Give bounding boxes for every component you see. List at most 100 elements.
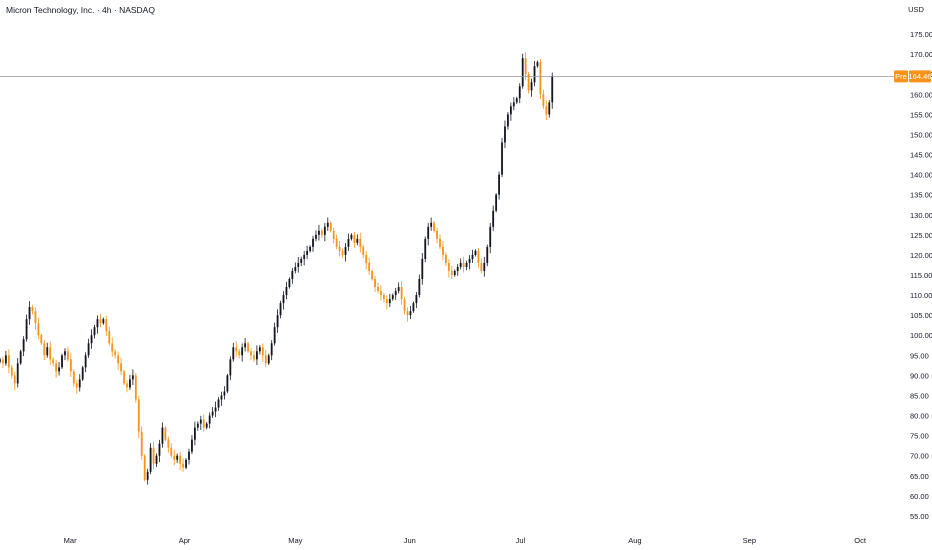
candle-body [512, 102, 515, 107]
candle-body [69, 359, 72, 372]
candle-body [120, 363, 122, 372]
candle-body [72, 371, 75, 384]
candle-body [477, 250, 480, 263]
candle-body [539, 62, 542, 95]
candle-body [93, 327, 96, 336]
candle-body [34, 311, 37, 324]
candle-body [362, 246, 365, 255]
candle-body [338, 246, 341, 251]
y-tick-label: 130.00 [910, 211, 932, 220]
candle-body [84, 355, 87, 368]
candle-body [220, 395, 223, 400]
candle-body [16, 363, 19, 384]
candle-body [244, 343, 247, 348]
candle-body [297, 262, 300, 267]
candle-body [427, 226, 430, 239]
candle-body [415, 295, 418, 304]
candle-body [439, 238, 441, 247]
candle-body [518, 86, 521, 99]
candle-body [134, 375, 137, 400]
x-axis: Mar Apr May Jun Jul Aug Sep Oct [64, 536, 867, 545]
candle-body [391, 295, 394, 300]
candle-body [418, 279, 421, 296]
candle-body [55, 363, 58, 372]
y-tick-label: 145.00 [910, 151, 932, 160]
candle-body [78, 379, 81, 388]
candle-body [149, 447, 152, 472]
candle-body [191, 439, 193, 452]
candle-body [146, 471, 149, 480]
candle-body [291, 270, 294, 280]
candle-body [158, 443, 161, 456]
candle-body [49, 347, 52, 360]
candle-body [300, 258, 303, 263]
candle-body [397, 287, 400, 292]
candle-body [359, 238, 362, 247]
candle-body [22, 339, 25, 352]
candle-body [412, 303, 415, 312]
candle-body [58, 367, 60, 372]
candle-body [533, 66, 536, 83]
y-tick-label: 65.00 [910, 472, 929, 481]
y-tick-label: 80.00 [910, 412, 929, 421]
candle-body [403, 299, 406, 312]
x-tick-label: May [288, 536, 302, 545]
currency-label[interactable]: USD [906, 3, 926, 17]
candle-body [542, 94, 545, 107]
candle-body [468, 258, 471, 263]
candle-body [167, 439, 170, 448]
y-tick-label: 75.00 [910, 432, 929, 441]
candle-body [385, 299, 388, 304]
candle-body [456, 266, 459, 271]
candle-body [509, 106, 512, 115]
candle-body [199, 419, 202, 424]
candle-body [282, 295, 285, 304]
candle-body [105, 319, 108, 332]
candle-body [306, 250, 309, 255]
candle-body [347, 238, 350, 247]
candle-body [498, 174, 500, 195]
candle-body [350, 234, 353, 239]
candle-body [43, 343, 46, 356]
candle-body [202, 419, 205, 428]
candle-body [341, 250, 344, 255]
candle-body [164, 427, 167, 440]
candle-body [527, 74, 530, 91]
x-tick-label: Sep [743, 536, 756, 545]
candle-body [126, 383, 128, 388]
x-tick-label: Jul [516, 536, 526, 545]
candle-body [40, 335, 43, 344]
candle-body [279, 303, 282, 316]
candle-body [7, 355, 10, 368]
y-tick-label: 120.00 [910, 251, 932, 260]
y-tick-label: 95.00 [910, 351, 929, 360]
candle-body [235, 347, 238, 352]
candle-body [344, 246, 347, 255]
candle-body [382, 295, 385, 300]
y-tick-label: 160.00 [910, 90, 932, 99]
candle-body [483, 262, 486, 271]
candles-layer [0, 52, 554, 485]
candle-body [315, 234, 317, 239]
candle-body [388, 299, 391, 304]
candle-body [129, 379, 131, 388]
candle-body [152, 447, 155, 464]
y-tick-label: 55.00 [910, 512, 929, 521]
candle-body [241, 347, 244, 356]
candle-body [19, 351, 22, 364]
candle-body [196, 423, 199, 428]
candle-body [436, 230, 438, 239]
candle-body [108, 331, 111, 344]
candle-body [2, 359, 4, 364]
candle-body [453, 270, 456, 275]
candle-body [176, 455, 179, 460]
candle-body [223, 391, 226, 396]
y-tick-label: 125.00 [910, 231, 932, 240]
candle-body [406, 311, 409, 316]
candle-body [10, 367, 13, 376]
y-axis: 55.00 60.00 65.00 70.00 75.00 80.00 85.00 90.00… [910, 30, 932, 521]
y-tick-label: 115.00 [910, 271, 932, 280]
candle-body [67, 351, 69, 360]
candle-body [530, 82, 533, 91]
